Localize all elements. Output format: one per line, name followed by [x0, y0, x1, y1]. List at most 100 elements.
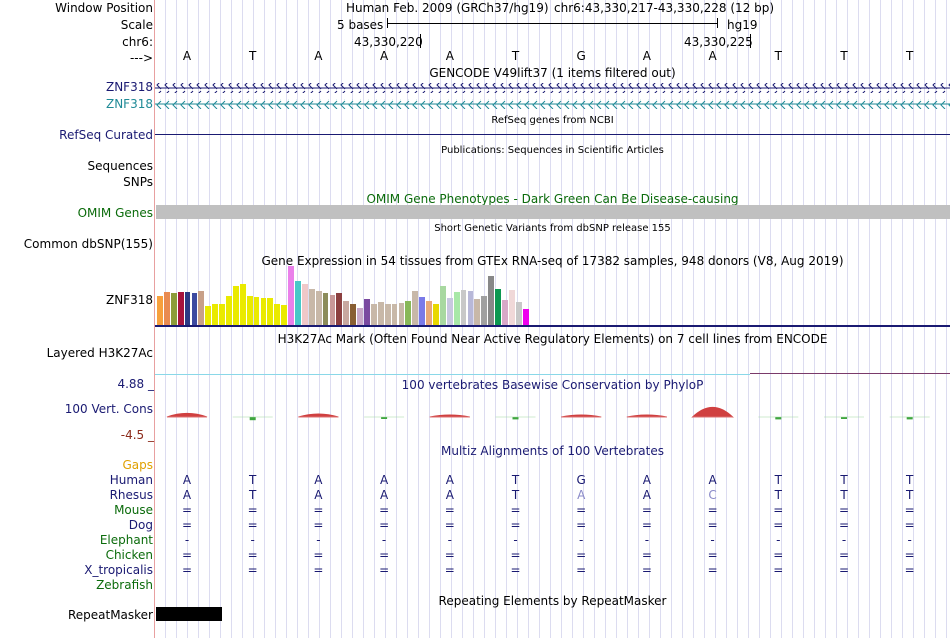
omim-label[interactable]: OMIM Genes	[77, 206, 153, 220]
species-label-zebrafish[interactable]: Zebrafish	[96, 578, 153, 592]
gtex-tissue-bar[interactable]	[198, 291, 205, 326]
alignment-base: A	[379, 488, 389, 502]
gtex-tissue-bar[interactable]	[350, 304, 357, 326]
species-label-dog[interactable]: Dog	[128, 518, 153, 532]
alignment-base: =	[181, 563, 193, 577]
gaps-label[interactable]: Gaps	[122, 458, 153, 472]
gtex-tissue-bar[interactable]	[295, 281, 301, 326]
gtex-tissue-bar[interactable]	[481, 296, 488, 326]
repeatmasker-element[interactable]	[156, 607, 222, 621]
omim-gene-block[interactable]	[156, 205, 950, 219]
gtex-tissue-bar[interactable]	[433, 304, 439, 326]
alignment-base: =	[707, 503, 718, 517]
h3k27ac-label[interactable]: Layered H3K27Ac	[46, 346, 153, 360]
gtex-tissue-bar[interactable]	[453, 292, 460, 326]
phylop-label[interactable]: 100 Vert. Cons	[64, 402, 153, 416]
gtex-tissue-bar[interactable]	[439, 286, 446, 326]
species-label-elephant[interactable]: Elephant	[99, 533, 153, 547]
gtex-tissue-bar[interactable]	[274, 304, 281, 326]
gtex-tissue-bar[interactable]	[467, 291, 474, 326]
snps-label[interactable]: SNPs	[123, 175, 153, 189]
gtex-tissue-bar[interactable]	[163, 292, 170, 326]
gtex-tissue-bar[interactable]	[301, 284, 308, 326]
repeatmasker-label[interactable]: RepeatMasker	[67, 608, 153, 622]
gtex-tissue-bar[interactable]	[384, 304, 391, 326]
gtex-tissue-bar[interactable]	[315, 291, 322, 326]
gtex-tissue-bar[interactable]	[405, 301, 412, 326]
gtex-tissue-bar[interactable]	[357, 308, 363, 326]
gtex-tissue-bar[interactable]	[370, 304, 377, 326]
alignment-base: =	[773, 518, 784, 532]
gtex-tissue-bar[interactable]	[446, 298, 453, 326]
gtex-tissue-bar[interactable]	[474, 299, 481, 326]
species-label-x_tropicalis[interactable]: X_tropicalis	[84, 563, 153, 577]
gtex-tissue-bar[interactable]	[377, 302, 384, 326]
gtex-tissue-bar[interactable]	[288, 266, 294, 326]
gtex-tissue-bar[interactable]	[232, 286, 239, 326]
gtex-tissue-bar[interactable]	[205, 306, 212, 326]
species-label-human[interactable]: Human	[109, 473, 153, 487]
gtex-tissue-bar[interactable]	[212, 304, 219, 326]
gtex-tissue-bar[interactable]	[253, 297, 260, 326]
gtex-tissue-bar[interactable]	[184, 292, 191, 326]
sequences-label[interactable]: Sequences	[87, 159, 153, 173]
gencode-gene-lines[interactable]	[155, 80, 950, 110]
gtex-tissue-bar[interactable]	[522, 309, 529, 326]
gtex-tissue-bar[interactable]	[246, 296, 253, 326]
gtex-tissue-bar[interactable]	[502, 300, 508, 326]
gtex-bar-chart[interactable]	[157, 266, 537, 326]
species-label-rhesus[interactable]: Rhesus	[109, 488, 153, 502]
phylop-graph[interactable]	[155, 400, 950, 436]
gtex-tissue-bar[interactable]	[157, 296, 163, 326]
alignment-base: =	[904, 518, 915, 532]
gtex-tissue-bar[interactable]	[391, 304, 398, 326]
refseq-label[interactable]: RefSeq Curated	[59, 128, 153, 142]
gtex-tissue-bar[interactable]	[219, 304, 225, 326]
dbsnp-label[interactable]: Common dbSNP(155)	[23, 237, 153, 251]
phylop-score-mark	[906, 417, 913, 420]
gtex-tissue-bar[interactable]	[177, 292, 184, 326]
gtex-tissue-bar[interactable]	[343, 301, 350, 326]
position-text[interactable]: chr6:43,330,217-43,330,228 (12 bp)	[554, 1, 775, 15]
refseq-title: RefSeq genes from NCBI	[491, 115, 614, 126]
gtex-tissue-bar[interactable]	[239, 284, 246, 326]
gencode-gene-label-1[interactable]: ZNF318	[105, 80, 153, 94]
gtex-tissue-bar[interactable]	[336, 293, 343, 326]
alignment-base: =	[181, 518, 193, 532]
alignment-base: =	[838, 503, 850, 517]
ruler-base: T	[840, 49, 848, 63]
gtex-tissue-bar[interactable]	[495, 289, 501, 326]
gtex-tissue-bar[interactable]	[322, 293, 329, 326]
species-label-mouse[interactable]: Mouse	[114, 503, 153, 517]
alignment-base: =	[773, 503, 784, 517]
gtex-tissue-bar[interactable]	[426, 301, 432, 326]
gtex-tissue-bar[interactable]	[308, 289, 315, 326]
refseq-gene-line[interactable]	[155, 134, 950, 135]
gtex-tissue-bar[interactable]	[191, 293, 198, 326]
ruler-base: A	[379, 49, 389, 63]
gtex-gene-label[interactable]: ZNF318	[105, 293, 153, 307]
gtex-tissue-bar[interactable]	[364, 299, 370, 326]
alignment-base: =	[838, 518, 850, 532]
gtex-tissue-bar[interactable]	[460, 290, 467, 326]
gtex-tissue-bar[interactable]	[515, 302, 522, 326]
alignment-base: T	[906, 473, 914, 487]
alignment-base: -	[447, 533, 452, 547]
gtex-tissue-bar[interactable]	[170, 293, 177, 326]
gtex-tissue-bar[interactable]	[398, 303, 405, 326]
alignment-base: =	[773, 563, 784, 577]
gtex-tissue-bar[interactable]	[260, 298, 267, 326]
gtex-tissue-bar[interactable]	[508, 290, 515, 326]
gencode-gene-label-2[interactable]: ZNF318	[105, 97, 153, 111]
gtex-tissue-bar[interactable]	[419, 297, 426, 326]
alignment-base: =	[181, 548, 193, 562]
alignment-base: =	[379, 503, 390, 517]
gtex-tissue-bar[interactable]	[226, 296, 232, 326]
species-label-chicken[interactable]: Chicken	[105, 548, 153, 562]
gtex-tissue-bar[interactable]	[412, 291, 419, 326]
gtex-tissue-bar[interactable]	[488, 276, 495, 326]
alignment-base: A	[379, 473, 389, 487]
gtex-tissue-bar[interactable]	[267, 298, 274, 326]
gtex-tissue-bar[interactable]	[329, 295, 336, 326]
gtex-tissue-bar[interactable]	[281, 305, 288, 326]
